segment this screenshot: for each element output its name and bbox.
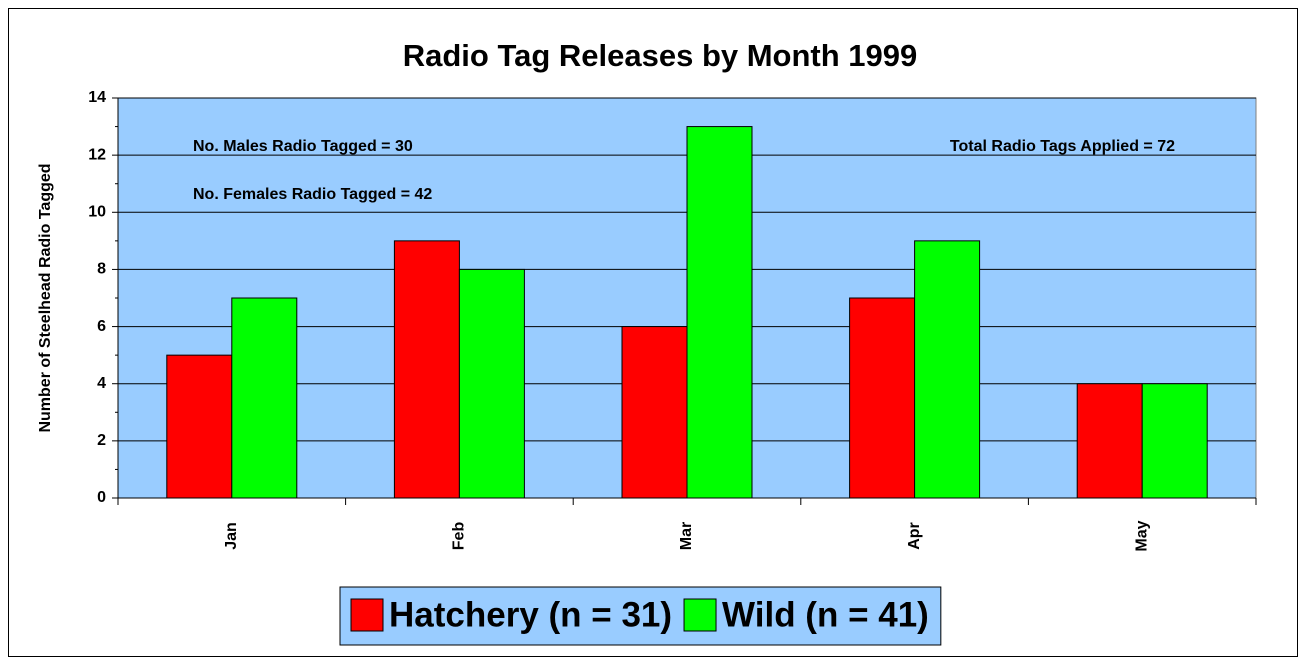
y-tick-label: 2 <box>97 432 106 449</box>
bar <box>686 126 753 499</box>
chart-title: Radio Tag Releases by Month 1999 <box>403 38 918 73</box>
bar <box>1141 383 1208 499</box>
bar <box>1076 383 1143 499</box>
y-axis-label: Number of Steelhead Radio Tagged <box>37 163 54 432</box>
bar <box>231 297 298 499</box>
annotation: Total Radio Tags Applied = 72 <box>950 138 1175 155</box>
y-tick-label: 8 <box>97 261 106 278</box>
y-tick-label: 10 <box>88 204 106 221</box>
legend-label: Hatchery (n = 31) <box>389 595 672 634</box>
legend-swatch <box>683 598 717 632</box>
annotation: No. Males Radio Tagged = 30 <box>193 138 413 155</box>
y-tick-label: 14 <box>88 89 106 106</box>
bar <box>914 240 981 499</box>
y-tick-label: 6 <box>97 318 106 335</box>
x-tick-label: Feb <box>451 522 468 551</box>
bar <box>621 326 688 499</box>
x-tick-label: Jan <box>223 522 240 550</box>
bar <box>393 240 460 499</box>
y-tick-label: 4 <box>97 375 106 392</box>
annotation: No. Females Radio Tagged = 42 <box>193 186 432 203</box>
bar <box>849 297 916 499</box>
legend <box>339 586 942 646</box>
bar <box>458 268 525 499</box>
x-tick-label: Mar <box>678 522 695 550</box>
legend-label: Wild (n = 41) <box>722 595 929 634</box>
bar <box>166 354 233 499</box>
x-tick-label: May <box>1133 520 1150 551</box>
y-tick-label: 0 <box>97 489 106 506</box>
x-tick-label: Apr <box>906 522 923 550</box>
y-tick-label: 12 <box>88 146 106 163</box>
legend-swatch <box>350 598 384 632</box>
